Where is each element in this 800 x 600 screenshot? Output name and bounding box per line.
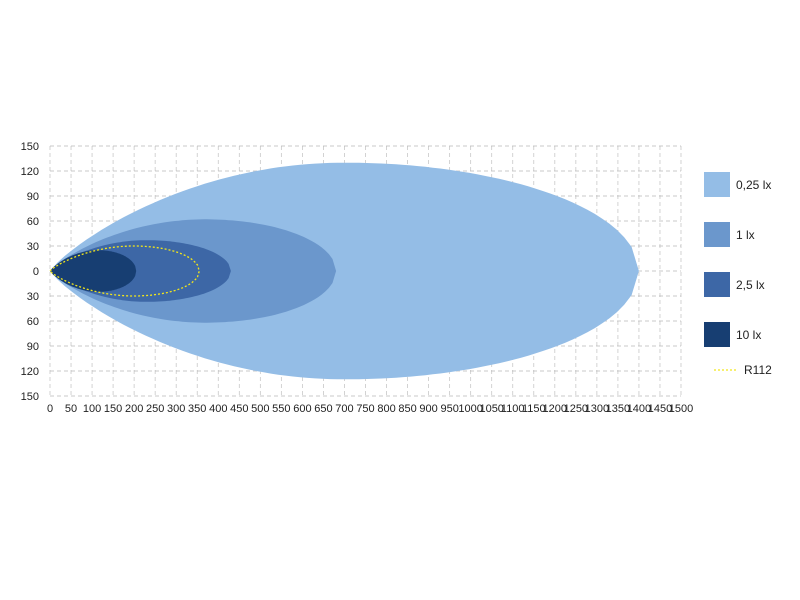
x-tick-label: 700 — [335, 403, 353, 415]
x-tick-label: 850 — [398, 403, 416, 415]
x-tick-label: 1500 — [669, 403, 693, 415]
x-tick-label: 1000 — [458, 403, 482, 415]
x-tick-label: 400 — [209, 403, 227, 415]
x-tick-label: 200 — [125, 403, 143, 415]
x-tick-label: 1200 — [543, 403, 567, 415]
x-tick-label: 500 — [251, 403, 269, 415]
r112-reference — [49, 245, 200, 297]
x-tick-label: 1100 — [501, 403, 525, 415]
y-tick-label: 60 — [27, 216, 39, 228]
y-tick-label: 120 — [21, 166, 39, 178]
x-tick-label: 1250 — [564, 403, 588, 415]
x-tick-label: 1300 — [585, 403, 609, 415]
x-tick-label: 1350 — [606, 403, 630, 415]
y-tick-label: 90 — [27, 341, 39, 353]
x-tick-label: 250 — [146, 403, 164, 415]
x-tick-label: 0 — [47, 403, 53, 415]
legend: 0,25 lx 1 lx 2,5 lx 10 lx R112 — [704, 172, 772, 377]
isolux-contours — [50, 162, 639, 380]
legend-label: 1 lx — [736, 228, 755, 242]
y-tick-label: 30 — [27, 241, 39, 253]
y-tick-label: 30 — [27, 291, 39, 303]
legend-swatch — [704, 272, 730, 297]
r112-contour — [49, 245, 200, 297]
legend-label: 0,25 lx — [736, 178, 771, 192]
legend-label: 10 lx — [736, 328, 761, 342]
x-tick-label: 1400 — [627, 403, 651, 415]
x-tick-label: 1050 — [479, 403, 503, 415]
legend-swatch — [704, 222, 730, 247]
x-tick-label: 950 — [440, 403, 458, 415]
y-tick-label: 90 — [27, 191, 39, 203]
legend-swatch — [704, 172, 730, 197]
legend-label: R112 — [744, 363, 772, 377]
x-tick-label: 900 — [419, 403, 437, 415]
x-tick-label: 450 — [230, 403, 248, 415]
legend-label: 2,5 lx — [736, 278, 765, 292]
x-tick-label: 800 — [377, 403, 395, 415]
y-tick-label: 0 — [33, 266, 39, 278]
y-tick-label: 150 — [21, 391, 39, 403]
x-tick-label: 300 — [167, 403, 185, 415]
x-tick-label: 750 — [356, 403, 374, 415]
y-tick-label: 150 — [21, 141, 39, 153]
x-tick-label: 1450 — [648, 403, 672, 415]
x-tick-label: 100 — [83, 403, 101, 415]
x-axis-ticks: 0 50 100 150 200 250 300 350 400 450 500 550 600 650 7… — [47, 403, 693, 415]
y-tick-label: 120 — [21, 366, 39, 378]
x-tick-label: 150 — [104, 403, 122, 415]
y-axis-ticks: 150 120 90 60 30 0 30 60 90 120 150 — [21, 141, 39, 403]
legend-swatch — [704, 322, 730, 347]
contour-10-lx — [50, 250, 137, 292]
x-tick-label: 600 — [293, 403, 311, 415]
contour-0-25-lx — [50, 162, 639, 380]
x-tick-label: 1150 — [522, 403, 546, 415]
y-tick-label: 60 — [27, 316, 39, 328]
x-tick-label: 550 — [272, 403, 290, 415]
x-tick-label: 350 — [188, 403, 206, 415]
x-tick-label: 50 — [65, 403, 77, 415]
x-tick-label: 650 — [314, 403, 332, 415]
